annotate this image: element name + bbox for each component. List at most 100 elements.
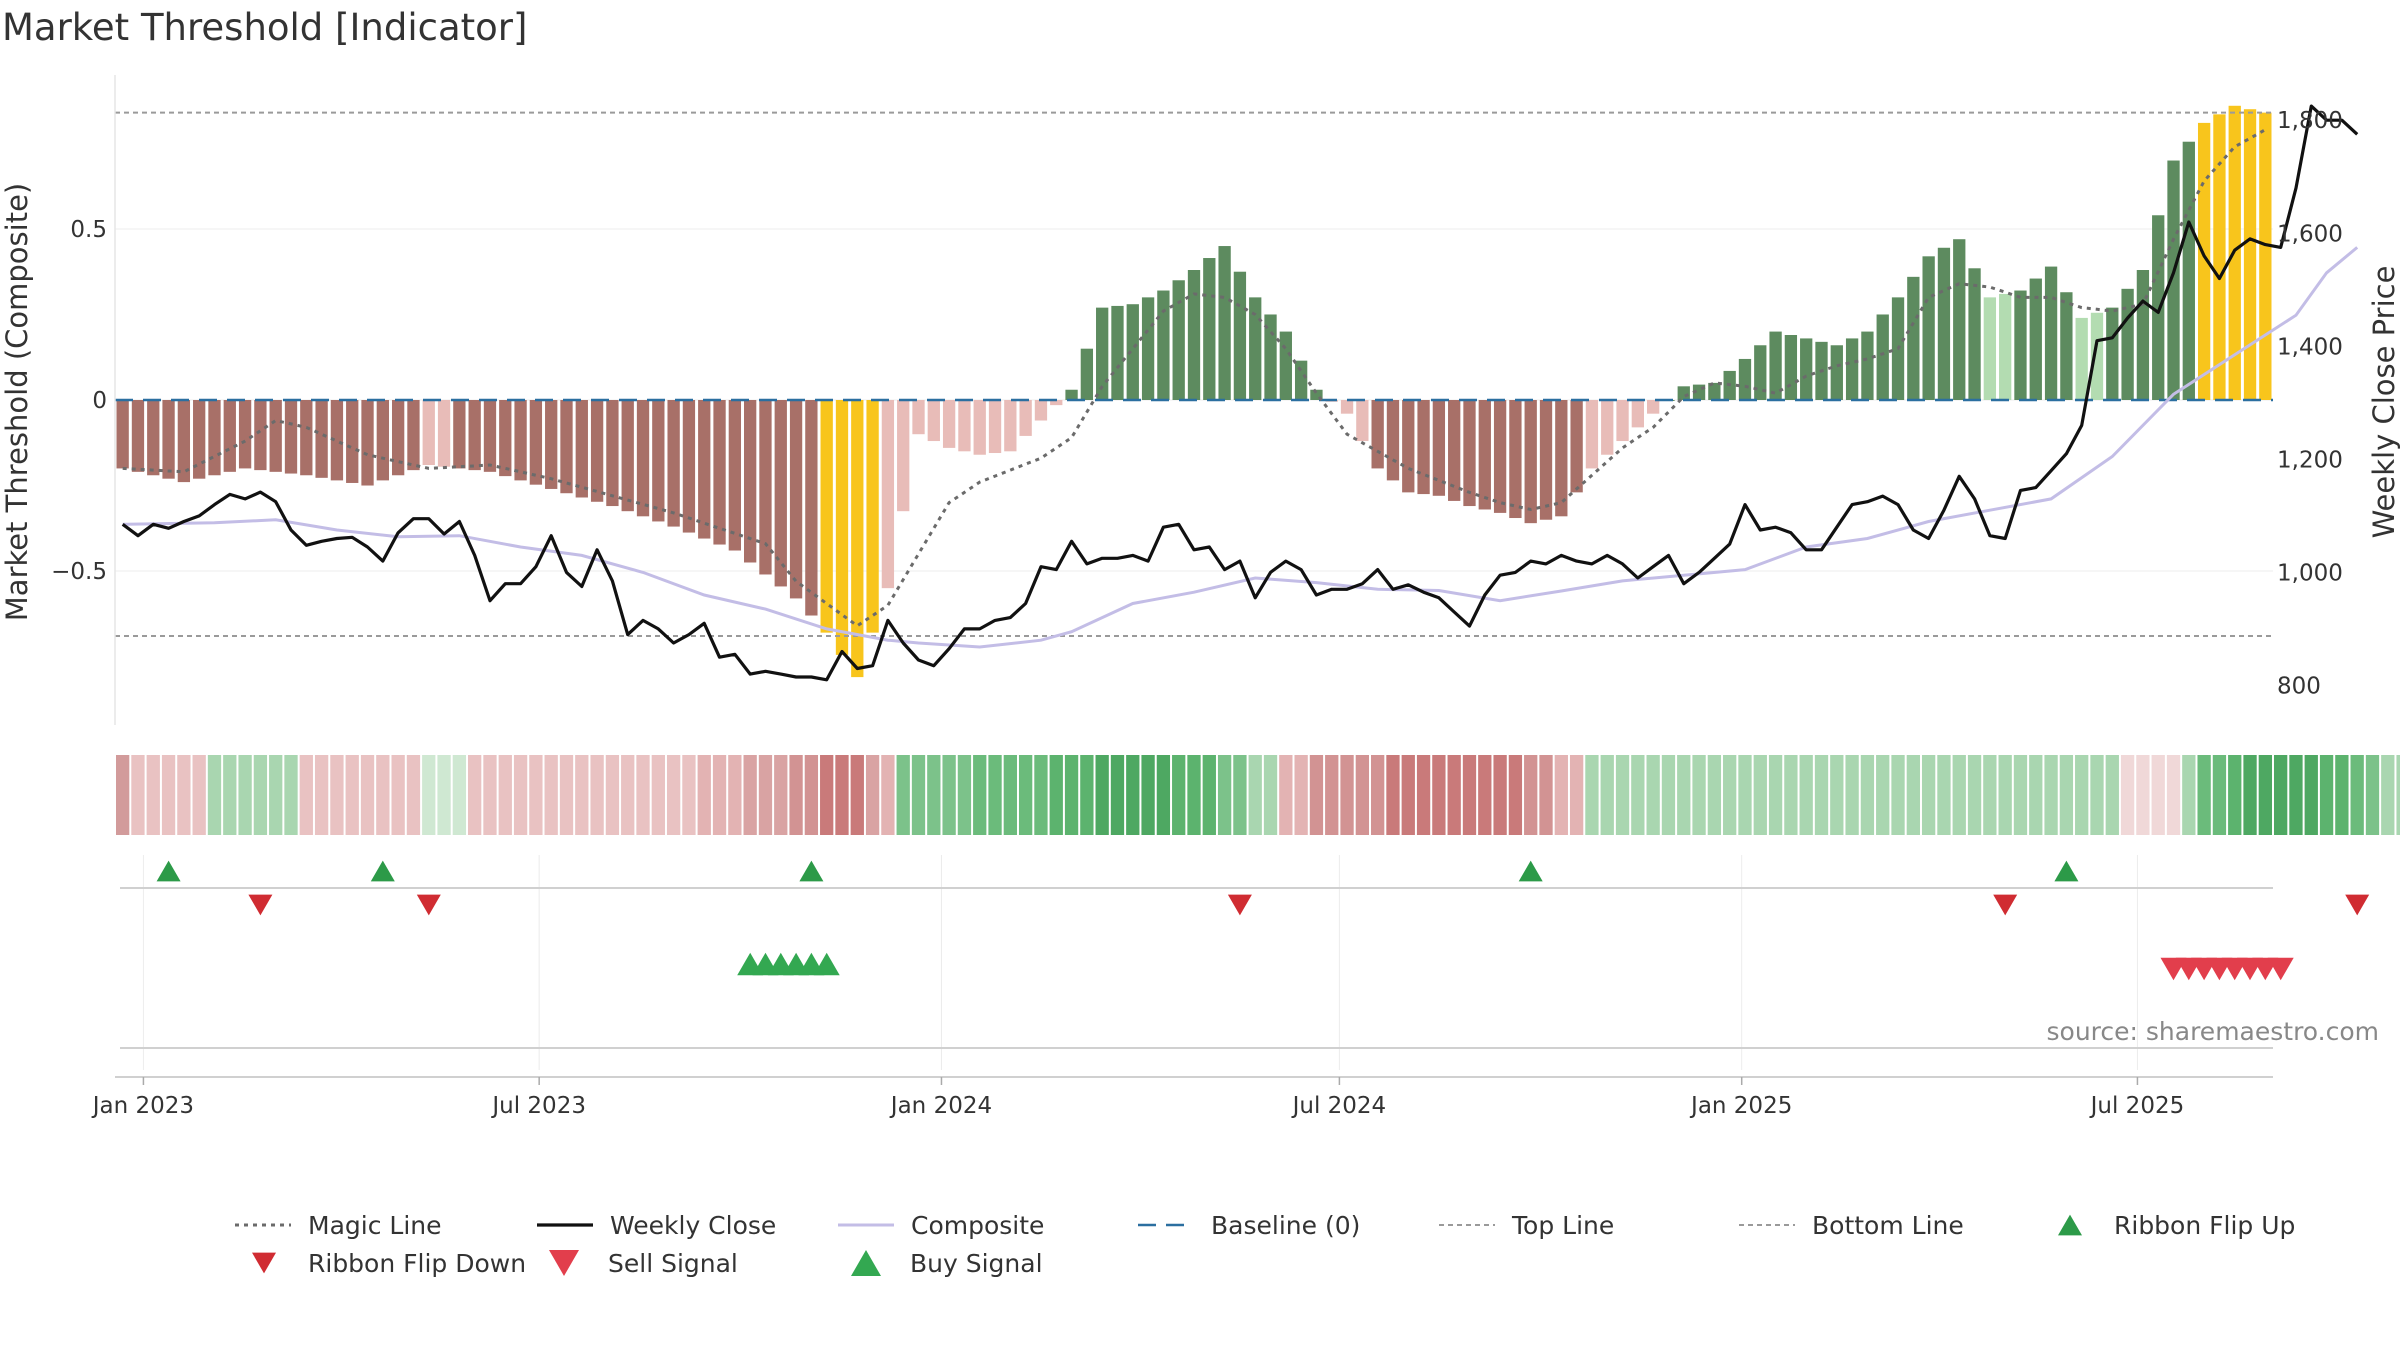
ribbon-cell bbox=[116, 755, 130, 835]
composite-bar bbox=[545, 400, 558, 489]
chart-title: Market Threshold [Indicator] bbox=[2, 6, 528, 49]
ribbon-cell bbox=[1401, 755, 1415, 835]
composite-bar bbox=[1294, 360, 1308, 400]
ribbon-cell bbox=[1723, 755, 1737, 835]
legend-item: Ribbon Flip Down bbox=[252, 1249, 526, 1278]
legend-swatch-triangle bbox=[851, 1250, 881, 1276]
ribbon-cell bbox=[1325, 755, 1339, 835]
composite-bar bbox=[988, 400, 1002, 454]
x-tick-label: Jul 2024 bbox=[1291, 1093, 1387, 1119]
ribbon-cell bbox=[391, 755, 405, 835]
ribbon-cell bbox=[1432, 755, 1446, 835]
ribbon-cell bbox=[1034, 755, 1048, 835]
legend-swatch-triangle bbox=[252, 1252, 276, 1274]
ribbon-cell bbox=[774, 755, 788, 835]
composite-bar bbox=[330, 400, 344, 481]
ribbon-cell bbox=[1692, 755, 1706, 835]
ribbon-cell bbox=[1937, 755, 1951, 835]
ribbon-cell bbox=[1569, 755, 1584, 835]
ribbon-cell bbox=[1554, 755, 1568, 835]
legend: Magic Line Weekly Close Composite Baseline … bbox=[235, 1211, 2295, 1278]
composite-bar bbox=[422, 400, 435, 465]
ribbon-cell bbox=[2258, 755, 2272, 835]
composite-bar bbox=[2090, 312, 2104, 400]
composite-bar bbox=[1845, 338, 1859, 400]
composite-bar bbox=[514, 400, 527, 481]
ribbon-flip-up-marker bbox=[370, 860, 395, 882]
ribbon-cell bbox=[2243, 755, 2257, 835]
composite-bar bbox=[789, 400, 803, 599]
composite-bar bbox=[606, 400, 619, 507]
composite-bar bbox=[1738, 358, 1752, 400]
composite-bar bbox=[1249, 297, 1262, 400]
ribbon-cell bbox=[865, 755, 880, 835]
y-right-tick-label: 1,200 bbox=[2277, 447, 2343, 473]
signal-markers bbox=[120, 860, 2370, 1049]
ribbon-cell bbox=[314, 755, 329, 835]
ribbon-cell bbox=[1156, 755, 1171, 835]
ribbon-flip-down-marker bbox=[2345, 894, 2370, 916]
ribbon-cell bbox=[1064, 755, 1079, 835]
ribbon-cell bbox=[1080, 755, 1094, 835]
ribbon-cell bbox=[483, 755, 497, 835]
composite-bar bbox=[483, 400, 497, 472]
ribbon-cell bbox=[911, 755, 926, 835]
ribbon-cell bbox=[2136, 755, 2150, 835]
legend-label: Weekly Close bbox=[610, 1211, 776, 1240]
ribbon-cell bbox=[1263, 755, 1278, 835]
ribbon-cell bbox=[1508, 755, 1523, 835]
ribbon-cell bbox=[1799, 755, 1813, 835]
composite-bar bbox=[147, 400, 160, 476]
legend-item: Bottom Line bbox=[1739, 1211, 1964, 1240]
composite-bar bbox=[698, 400, 711, 539]
composite-bar bbox=[1708, 382, 1721, 400]
ribbon-cell bbox=[1738, 755, 1752, 835]
ribbon-flip-up-marker bbox=[2054, 860, 2079, 882]
composite-bar bbox=[529, 400, 543, 485]
composite-bar bbox=[1861, 331, 1874, 400]
ribbon-cell bbox=[1110, 755, 1125, 835]
composite-bar bbox=[2152, 215, 2165, 400]
ribbon-cell bbox=[1309, 755, 1324, 835]
composite-bar bbox=[2075, 317, 2088, 400]
ribbon-cell bbox=[1003, 755, 1017, 835]
x-tick-label: Jan 2024 bbox=[889, 1093, 992, 1119]
ribbon-cell bbox=[1615, 755, 1630, 835]
composite-bar bbox=[1417, 400, 1430, 495]
ribbon-cell bbox=[1524, 755, 1538, 835]
ribbon-cell bbox=[1921, 755, 1936, 835]
ribbon-cell bbox=[2120, 755, 2135, 835]
ribbon-cell bbox=[2166, 755, 2181, 835]
composite-bar bbox=[1555, 400, 1568, 517]
ribbon-cell bbox=[1661, 755, 1676, 835]
composite-bar bbox=[621, 400, 634, 512]
ribbon-cell bbox=[1248, 755, 1262, 835]
composite-bar bbox=[942, 400, 956, 448]
composite-bar bbox=[2213, 114, 2226, 400]
ribbon-cell bbox=[406, 755, 421, 835]
composite-bar bbox=[238, 400, 252, 469]
composite-bar bbox=[1386, 400, 1400, 481]
composite-bar bbox=[1004, 400, 1017, 452]
composite-bar bbox=[2014, 290, 2027, 400]
composite-bar bbox=[744, 400, 757, 563]
composite-bar bbox=[805, 400, 818, 616]
ribbon-cell bbox=[345, 755, 359, 835]
legend-label: Bottom Line bbox=[1812, 1211, 1964, 1240]
ribbon-cell bbox=[988, 755, 1002, 835]
ribbon-flip-down-marker bbox=[1993, 894, 2018, 916]
composite-bar bbox=[1646, 400, 1660, 414]
ribbon-cell bbox=[697, 755, 711, 835]
ribbon-cell bbox=[651, 755, 665, 835]
composite-bar bbox=[1754, 345, 1767, 400]
composite-bar bbox=[728, 400, 742, 551]
composite-bar bbox=[1876, 314, 1889, 400]
legend-swatch-triangle bbox=[2058, 1214, 2082, 1236]
composite-bar bbox=[2167, 160, 2180, 400]
composite-bar bbox=[1126, 304, 1139, 400]
legend-item: Magic Line bbox=[235, 1211, 442, 1240]
ribbon-cell bbox=[804, 755, 819, 835]
ribbon-cell bbox=[1677, 755, 1691, 835]
composite-bar bbox=[682, 400, 696, 533]
